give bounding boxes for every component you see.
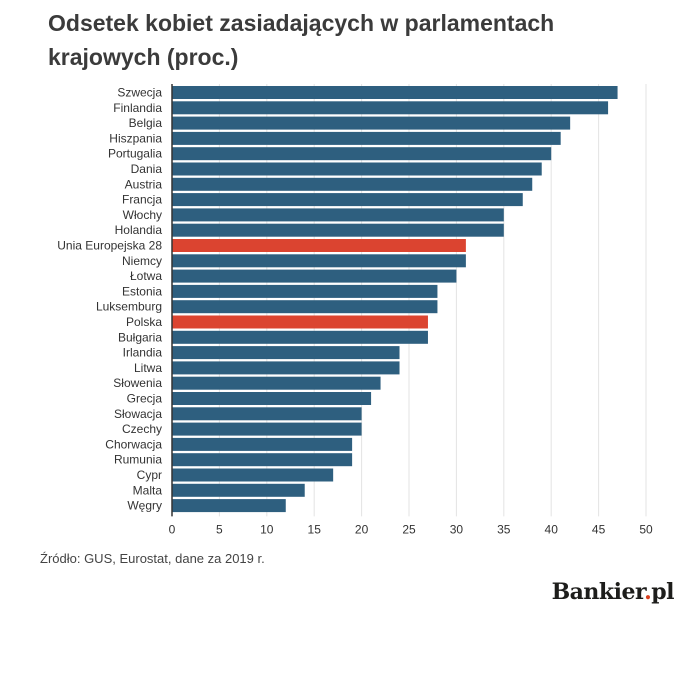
category-label: Malta xyxy=(133,483,163,497)
category-label: Holandia xyxy=(115,223,163,237)
bar-21 xyxy=(172,407,362,421)
category-label: Unia Europejska 28 xyxy=(57,239,162,253)
bar-12 xyxy=(172,269,457,283)
category-label: Hiszpania xyxy=(109,131,162,145)
x-tick-label: 0 xyxy=(169,522,176,536)
category-label: Chorwacja xyxy=(105,437,162,451)
bar-4 xyxy=(172,147,552,161)
bar-18 xyxy=(172,361,400,375)
category-label: Cypr xyxy=(137,468,162,482)
bankier-logo: Bankier.pl xyxy=(551,579,675,605)
bar-25 xyxy=(172,468,334,482)
bar-5 xyxy=(172,162,542,176)
category-label: Litwa xyxy=(134,361,162,375)
category-label: Estonia xyxy=(122,284,162,298)
category-label: Belgia xyxy=(129,116,163,130)
x-tick-label: 20 xyxy=(355,522,369,536)
category-label: Francja xyxy=(122,193,162,207)
bar-10 xyxy=(172,239,466,252)
category-label: Polska xyxy=(126,315,162,329)
bar-19 xyxy=(172,376,381,390)
logo-suffix: pl xyxy=(651,579,674,605)
bar-17 xyxy=(172,346,400,360)
category-label: Włochy xyxy=(123,208,162,222)
bar-6 xyxy=(172,177,533,191)
x-tick-label: 25 xyxy=(402,522,416,536)
category-label: Niemcy xyxy=(122,254,162,268)
x-tick-label: 45 xyxy=(592,522,606,536)
x-tick-label: 10 xyxy=(260,522,274,536)
bar-27 xyxy=(172,499,286,513)
bar-23 xyxy=(172,437,353,451)
bar-26 xyxy=(172,483,305,497)
bar-16 xyxy=(172,330,428,344)
bar-9 xyxy=(172,223,504,237)
x-tick-label: 35 xyxy=(497,522,511,536)
x-tick-label: 30 xyxy=(450,522,464,536)
bar-11 xyxy=(172,254,466,268)
bars xyxy=(172,86,618,513)
x-axis-ticks: 0 5 10 15 20 25 30 35 40 45 50 xyxy=(169,522,653,536)
category-label: Łotwa xyxy=(130,269,162,283)
bar-3 xyxy=(172,131,561,145)
bar-7 xyxy=(172,193,523,207)
category-label: Finlandia xyxy=(113,101,162,115)
bar-15 xyxy=(172,315,428,329)
category-label: Irlandia xyxy=(123,346,163,360)
category-label: Bułgaria xyxy=(118,330,162,344)
bar-1 xyxy=(172,101,609,115)
category-label: Węgry xyxy=(127,499,162,513)
category-label: Czechy xyxy=(122,422,162,436)
bar-14 xyxy=(172,300,438,314)
category-label: Słowenia xyxy=(113,376,162,390)
category-label: Portugalia xyxy=(108,147,162,161)
category-label: Szwecja xyxy=(117,86,162,100)
category-label: Austria xyxy=(125,177,163,191)
category-label: Dania xyxy=(131,162,163,176)
category-label: Luksemburg xyxy=(96,300,162,314)
bar-13 xyxy=(172,284,438,298)
x-tick-label: 5 xyxy=(216,522,223,536)
x-tick-label: 40 xyxy=(545,522,559,536)
source-note: Źródło: GUS, Eurostat, dane za 2019 r. xyxy=(40,551,265,566)
chart-title: Odsetek kobiet zasiadających w parlament… xyxy=(48,10,555,70)
category-label: Rumunia xyxy=(114,453,162,467)
bar-20 xyxy=(172,392,372,405)
x-tick-label: 50 xyxy=(639,522,653,536)
bar-24 xyxy=(172,453,353,467)
logo-main: Bankier xyxy=(551,579,645,605)
x-tick-label: 15 xyxy=(308,522,322,536)
category-label: Grecja xyxy=(127,392,163,406)
bar-22 xyxy=(172,422,362,436)
bar-0 xyxy=(172,86,618,99)
logo-dot: . xyxy=(644,579,652,605)
bar-2 xyxy=(172,116,571,130)
category-label: Słowacja xyxy=(114,407,162,421)
bar-8 xyxy=(172,208,504,222)
